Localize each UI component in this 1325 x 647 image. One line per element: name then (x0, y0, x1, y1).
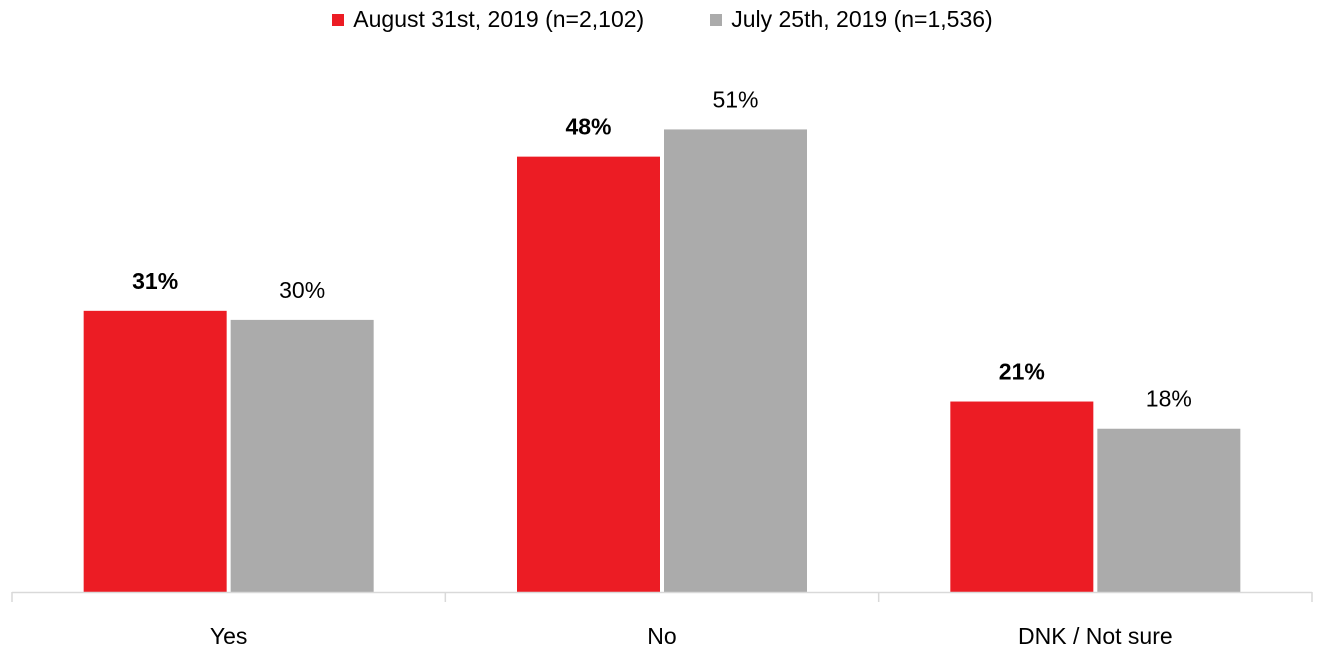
legend-item-series-1: August 31st, 2019 (n=2,102) (332, 6, 644, 33)
legend-swatch-series-1 (332, 13, 345, 26)
bar-2-3 (1097, 428, 1241, 592)
bar-2-2 (664, 129, 807, 592)
data-label-1-3: 21% (999, 359, 1045, 385)
bar-1-1 (83, 310, 227, 592)
legend-label-series-2: July 25th, 2019 (n=1,536) (731, 6, 993, 32)
bar-1-3 (950, 401, 1094, 592)
bar-1-2 (517, 156, 660, 592)
category-label-2: No (647, 623, 676, 647)
data-label-2-2: 51% (712, 86, 758, 112)
category-label-1: Yes (210, 623, 248, 647)
data-label-1-2: 48% (565, 114, 611, 140)
data-label-1-1: 31% (132, 268, 178, 294)
data-label-2-3: 18% (1146, 386, 1192, 412)
category-label-3: DNK / Not sure (1018, 623, 1173, 647)
bar-2-1 (230, 319, 374, 592)
legend-item-series-2: July 25th, 2019 (n=1,536) (710, 6, 993, 33)
legend: August 31st, 2019 (n=2,102) July 25th, 2… (0, 6, 1325, 33)
data-label-2-1: 30% (279, 277, 325, 303)
legend-label-series-1: August 31st, 2019 (n=2,102) (353, 6, 645, 32)
legend-swatch-series-2 (710, 13, 723, 26)
